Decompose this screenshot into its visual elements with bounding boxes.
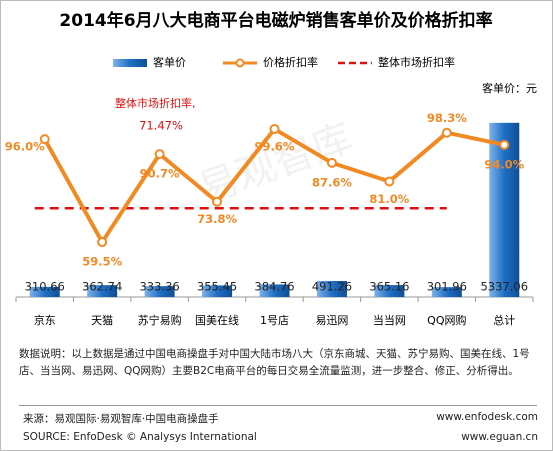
marker bbox=[97, 237, 108, 248]
site: www.eguan.cn bbox=[461, 431, 538, 443]
marker bbox=[39, 134, 50, 145]
chart-title: 2014年6月八大电商平台电磁炉销售客单价及价格折扣率 bbox=[59, 10, 492, 31]
marker bbox=[212, 196, 223, 207]
line-label: 87.6% bbox=[312, 175, 352, 189]
bar-label: 310.66 bbox=[25, 280, 65, 294]
divider bbox=[19, 405, 537, 406]
x-tick-label: 易迅网 bbox=[315, 314, 348, 327]
bar-label: 362.74 bbox=[82, 280, 122, 294]
reference-annotation: 整体市场折扣率, bbox=[115, 96, 196, 110]
marker bbox=[269, 124, 280, 135]
bar bbox=[374, 285, 405, 297]
bar bbox=[87, 285, 118, 297]
line-label: 90.7% bbox=[140, 167, 180, 181]
bar bbox=[259, 284, 290, 297]
bar bbox=[144, 286, 175, 297]
bar-label: 355.45 bbox=[197, 280, 237, 294]
bar bbox=[202, 285, 233, 297]
bar-label: 384.76 bbox=[254, 280, 294, 294]
line-label: 59.5% bbox=[82, 255, 122, 269]
legend-label: 整体市场折扣率 bbox=[378, 55, 455, 69]
chart: 2014年6月八大电商平台电磁炉销售客单价及价格折扣率 易观智库 客单价：元 客… bbox=[5, 10, 537, 327]
bar-label: 5337.06 bbox=[480, 280, 528, 294]
bar bbox=[316, 280, 347, 297]
x-tick-label: 国美在线 bbox=[195, 313, 239, 327]
line-label: 98.3% bbox=[427, 111, 467, 125]
bar-label: 365.16 bbox=[369, 280, 409, 294]
marker bbox=[154, 149, 165, 160]
reference-label: 71.47% bbox=[139, 119, 183, 133]
marker bbox=[384, 176, 395, 187]
bar bbox=[431, 287, 462, 297]
bar bbox=[29, 286, 60, 297]
line-label: 73.8% bbox=[197, 212, 237, 226]
x-tick-label: QQ网购 bbox=[427, 313, 466, 327]
legend-swatch bbox=[113, 59, 147, 67]
bar-label: 301.96 bbox=[427, 280, 467, 294]
line-label: 99.6% bbox=[255, 140, 295, 154]
legend-swatch bbox=[235, 58, 245, 68]
legend-label: 客单价 bbox=[153, 55, 186, 69]
site: www.enfodesk.com bbox=[436, 411, 538, 423]
marker bbox=[441, 127, 452, 138]
x-tick-label: 天猫 bbox=[91, 314, 113, 327]
bar bbox=[489, 122, 520, 297]
x-tick-label: 京东 bbox=[34, 313, 56, 327]
x-tick-label: 总计 bbox=[493, 313, 515, 327]
legend-label: 价格折扣率 bbox=[263, 55, 318, 69]
x-tick-label: 当当网 bbox=[373, 313, 406, 327]
x-tick-label: 1号店 bbox=[260, 313, 289, 327]
source-en: SOURCE: EnfoDesk © Analysys Internationa… bbox=[23, 431, 257, 443]
line-label: 81.0% bbox=[369, 192, 409, 206]
unit-label: 客单价：元 bbox=[482, 81, 537, 95]
marker bbox=[499, 139, 510, 150]
bar-label: 333.36 bbox=[139, 280, 179, 294]
source: 来源：易观国际·易观智库·中国电商操盘手 bbox=[23, 413, 219, 425]
line-label: 94.0% bbox=[484, 157, 524, 171]
marker bbox=[326, 157, 337, 168]
line-label: 96.0% bbox=[5, 140, 45, 154]
note: 数据说明：以上数据是通过中国电商操盘手对中国大陆市场八大（京东商城、天猫、苏宁易… bbox=[19, 348, 530, 377]
x-tick-label: 苏宁易购 bbox=[138, 313, 182, 327]
bar-label: 491.26 bbox=[312, 280, 352, 294]
